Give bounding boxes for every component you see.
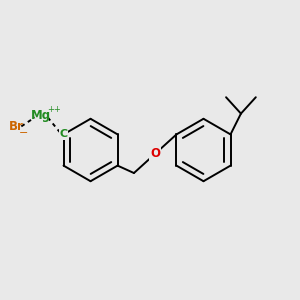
Text: ++: ++ bbox=[47, 105, 61, 114]
Text: Br: Br bbox=[8, 121, 23, 134]
Text: C: C bbox=[59, 129, 68, 140]
Text: O: O bbox=[150, 147, 160, 160]
Text: Mg: Mg bbox=[31, 109, 51, 122]
Text: −: − bbox=[19, 128, 29, 138]
